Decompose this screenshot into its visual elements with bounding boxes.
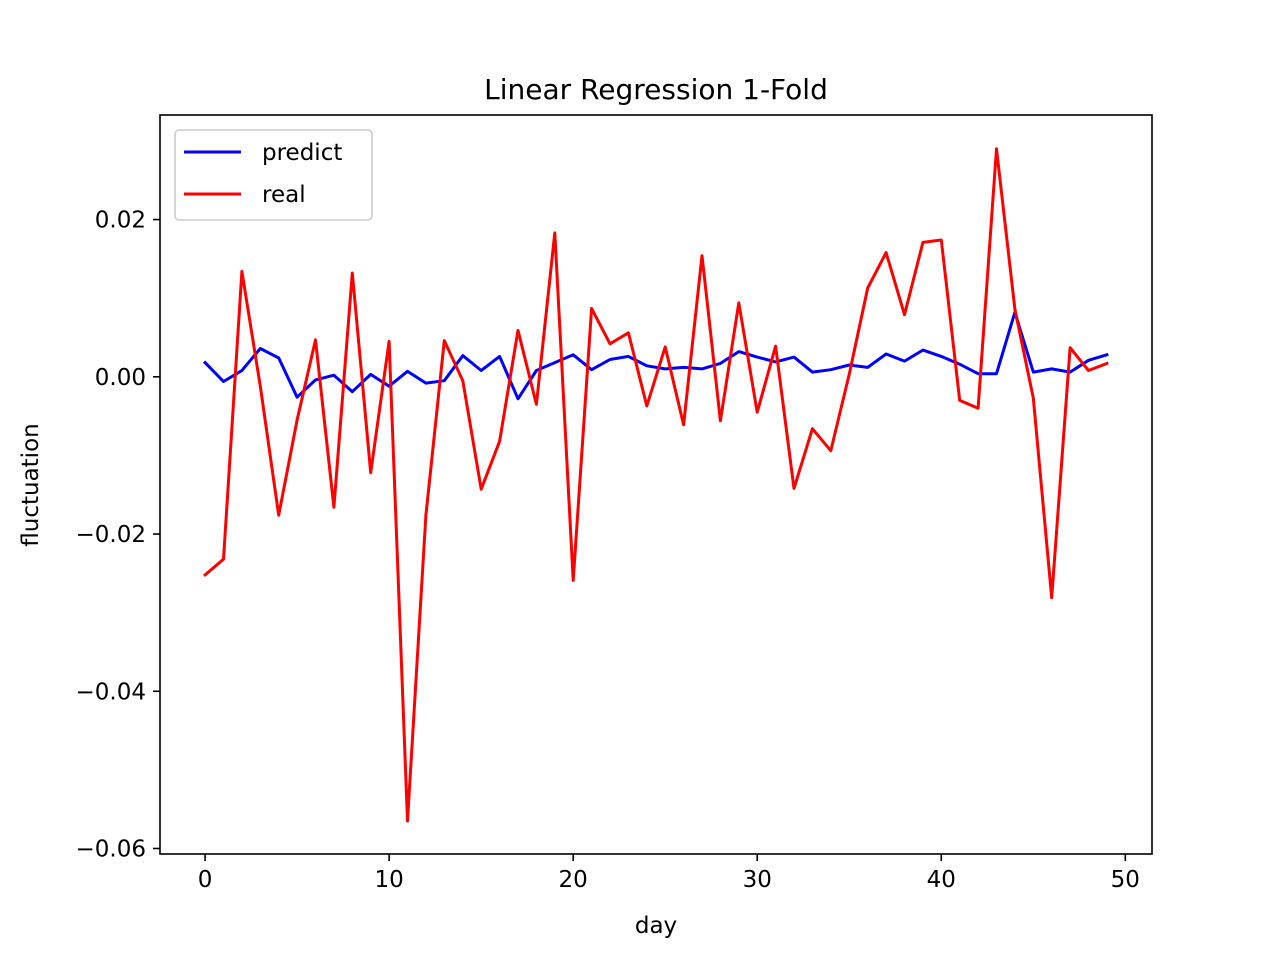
x-tick-label: 0 bbox=[198, 867, 213, 893]
legend-label-real: real bbox=[262, 182, 306, 208]
x-axis: 0 10 20 30 40 50 bbox=[198, 854, 1140, 893]
series-layer bbox=[202, 147, 1109, 823]
x-tick-label: 10 bbox=[374, 867, 403, 893]
x-axis-label: day bbox=[635, 913, 677, 939]
series-line-real bbox=[202, 147, 1109, 823]
chart-title: Linear Regression 1-Fold bbox=[484, 73, 828, 106]
y-tick-label: −0.06 bbox=[76, 836, 146, 862]
y-axis: −0.06 −0.04 −0.02 0.00 0.02 bbox=[76, 208, 160, 862]
x-tick-label: 30 bbox=[743, 867, 772, 893]
x-tick-label: 20 bbox=[559, 867, 588, 893]
x-tick-label: 40 bbox=[927, 867, 956, 893]
legend-label-predict: predict bbox=[262, 140, 342, 166]
legend: predict real bbox=[174, 129, 373, 221]
y-tick-label: −0.04 bbox=[76, 679, 146, 705]
y-axis-label: fluctuation bbox=[18, 423, 44, 546]
y-tick-label: 0.02 bbox=[95, 208, 146, 234]
y-tick-label: 0.00 bbox=[95, 365, 146, 391]
x-tick-label: 50 bbox=[1111, 867, 1140, 893]
plot-frame bbox=[159, 114, 1153, 855]
y-tick-label: −0.02 bbox=[76, 522, 146, 548]
